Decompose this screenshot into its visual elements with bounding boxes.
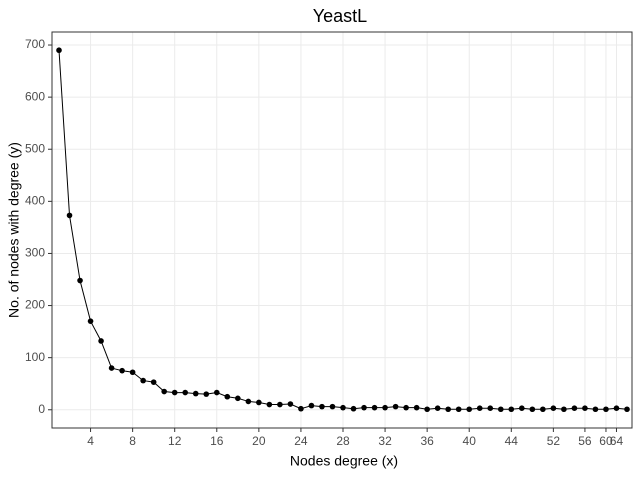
x-tick-label: 52 <box>547 434 561 448</box>
y-tick-label: 600 <box>25 89 45 103</box>
point <box>213 389 220 396</box>
x-tick-label: 36 <box>420 434 434 448</box>
point <box>235 395 241 402</box>
point <box>119 367 125 374</box>
y-axis-label: No. of nodes with degree (y) <box>6 142 22 318</box>
point <box>192 390 199 397</box>
x-tick-label: 60 <box>599 434 613 448</box>
point <box>161 388 167 395</box>
y-tick-label: 100 <box>25 350 45 364</box>
point <box>182 389 189 396</box>
point <box>476 405 483 412</box>
point <box>266 401 273 408</box>
point <box>392 403 399 410</box>
point <box>56 47 62 54</box>
point <box>519 405 525 412</box>
point <box>434 405 441 412</box>
y-tick-label: 300 <box>25 246 45 260</box>
y-tick-label: 0 <box>38 402 45 416</box>
y-tick-label: 500 <box>25 141 45 155</box>
point <box>108 365 115 371</box>
point <box>245 398 252 405</box>
point <box>561 406 567 413</box>
point <box>603 406 609 413</box>
point <box>571 405 578 412</box>
point <box>87 318 94 324</box>
point <box>361 404 367 411</box>
x-tick-label: 4 <box>87 434 94 448</box>
point <box>424 406 430 413</box>
point <box>582 405 588 412</box>
x-tick-label: 44 <box>505 434 519 448</box>
x-tick-label: 24 <box>294 434 308 448</box>
point <box>171 389 178 396</box>
point <box>329 403 336 410</box>
x-tick-label: 8 <box>129 434 136 448</box>
point <box>66 212 73 219</box>
point <box>466 406 473 413</box>
point <box>340 404 346 411</box>
point <box>497 406 504 413</box>
x-tick-label: 16 <box>210 434 224 448</box>
point <box>540 406 546 413</box>
point <box>98 338 104 344</box>
point <box>413 404 420 411</box>
point <box>371 404 378 411</box>
point <box>624 406 630 413</box>
point <box>203 391 210 397</box>
point <box>256 399 262 406</box>
x-tick-label: 64 <box>610 434 624 448</box>
point <box>140 377 146 384</box>
point <box>508 406 515 413</box>
x-tick-label: 56 <box>578 434 592 448</box>
point <box>403 404 409 411</box>
x-tick-label: 40 <box>463 434 477 448</box>
y-tick-label: 700 <box>25 37 45 51</box>
point <box>382 404 388 411</box>
point <box>277 401 283 408</box>
y-tick-label: 400 <box>25 194 45 208</box>
point <box>298 405 304 412</box>
point <box>287 401 294 407</box>
point <box>77 277 83 284</box>
x-tick-label: 20 <box>252 434 266 448</box>
point <box>350 405 357 412</box>
point <box>224 393 231 400</box>
x-axis-label: Nodes degree (x) <box>290 453 398 469</box>
point <box>129 369 136 376</box>
point <box>613 405 620 412</box>
chart-title: YeastL <box>313 6 367 26</box>
plot-border <box>51 31 633 429</box>
point <box>550 405 557 412</box>
x-tick-label: 28 <box>336 434 350 448</box>
x-tick-label: 12 <box>168 434 182 448</box>
point <box>319 403 325 410</box>
point <box>445 406 451 413</box>
y-tick-label: 200 <box>25 298 45 312</box>
point <box>487 405 494 412</box>
point <box>150 379 157 385</box>
point <box>455 406 462 413</box>
point <box>529 406 536 413</box>
x-tick-label: 32 <box>378 434 392 448</box>
point <box>592 406 599 413</box>
point <box>308 402 315 409</box>
